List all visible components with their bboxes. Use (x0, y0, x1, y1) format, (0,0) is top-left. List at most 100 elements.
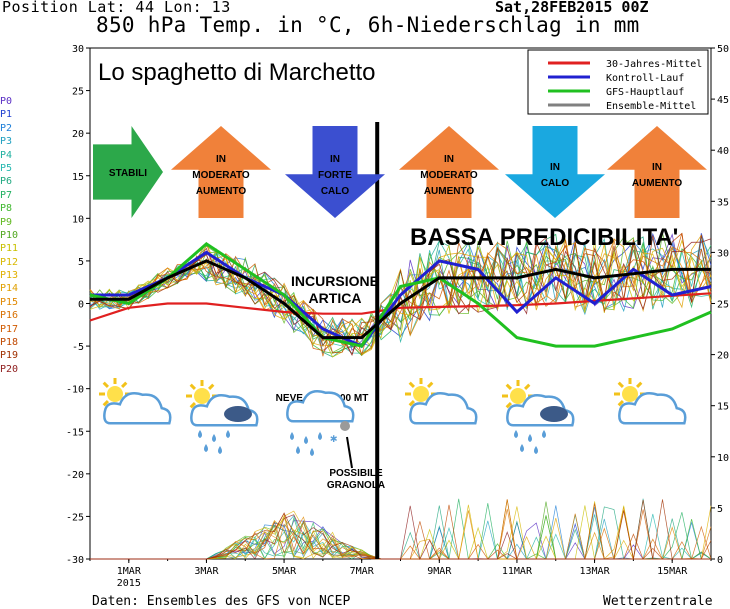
y-left-tick-label: 15 (72, 172, 84, 183)
arrow-label: IN (216, 154, 226, 165)
y-left-tick-label: 30 (72, 44, 84, 55)
trend-arrow-right: STABILI (93, 126, 163, 218)
legend-box (527, 49, 709, 115)
y-left-tick-label: 20 (72, 129, 84, 140)
y-left-tick-label: -30 (66, 555, 84, 566)
arrow-label: FORTE (318, 170, 352, 181)
dark-cloud (224, 406, 252, 422)
x-tick-label: 9MAR (427, 566, 452, 577)
sun-ray (102, 381, 109, 388)
incursione-label: ARTICA (309, 290, 362, 306)
rain-drop (204, 444, 208, 452)
cloud-snow-hail-icon: ✱ (286, 390, 355, 456)
gragnola-label: POSSIBILE (329, 468, 383, 479)
rain-drop (212, 434, 216, 442)
x-tick-label: 5MAR (272, 566, 297, 577)
arrow-label: CALO (541, 178, 570, 189)
sun-cloud-icon (405, 378, 478, 425)
run-date-label: Sat,28FEB2015 00Z (495, 0, 649, 16)
sun-ray (208, 383, 215, 390)
y-left-tick-label: 0 (78, 300, 84, 311)
ensemble-member-line (89, 237, 712, 354)
arrow-shape (285, 126, 385, 218)
sun-ray (617, 381, 624, 388)
ensemble-member-label: P18 (0, 337, 19, 349)
sun-cloud-icon (99, 378, 172, 425)
trend-arrow-up: IN MODERATO AUMENTO (171, 126, 271, 218)
sun-ray (524, 383, 531, 390)
rain-drop (226, 430, 230, 438)
arrow-label: IN (652, 162, 662, 173)
ensemble-member-label: P6 (0, 176, 13, 188)
ensemble-member-label: P4 (0, 149, 13, 161)
y-right-tick-label: 15 (717, 402, 729, 413)
ensemble-member-list: P0 P1 P2 P3 P4 P5 P6 P7 P8 P9 P10 P11 P12 P13 P14 P15 P1… (0, 95, 30, 376)
cloud-shape (409, 392, 478, 425)
x-tick-year-label: 2015 (117, 578, 141, 589)
sun-cloud-icon (614, 378, 687, 425)
dark-cloud (540, 406, 568, 422)
sun-ray (189, 383, 196, 390)
arrow-shape (93, 126, 163, 218)
legend-label: GFS-Hauptlauf (606, 87, 684, 98)
legend-label: 30-Jahres-Mittel (606, 59, 702, 70)
position-label: Position Lat: 44 Lon: 13 (2, 0, 231, 16)
ensemble-member-label: P12 (0, 256, 19, 268)
series-line (90, 259, 711, 340)
ensemble-member-label: P20 (0, 363, 19, 375)
arrow-label: CALO (321, 186, 350, 197)
y-right-tick-label: 5 (717, 504, 723, 515)
sun-ray (505, 402, 512, 409)
y-left-tick-label: 25 (72, 87, 84, 98)
heading-bg (92, 50, 420, 90)
x-tick-label: 7MAR (350, 566, 375, 577)
arrow-label: STABILI (109, 168, 147, 179)
y-left-tick-label: -5 (72, 342, 84, 353)
sun-ray (121, 381, 128, 388)
ensemble-member-label: P8 (0, 203, 13, 215)
rain-drop (318, 432, 322, 440)
y-right-tick-label: 40 (717, 146, 729, 157)
legend-label: Kontroll-Lauf (606, 73, 684, 84)
sun-ray (505, 383, 512, 390)
gragnola-pointer (346, 436, 353, 469)
ensemble-member-label: P9 (0, 216, 13, 228)
sun-disc (510, 388, 526, 404)
arrow-label: MODERATO (420, 170, 478, 181)
x-tick-label: 11MAR (502, 566, 533, 577)
sun-cloud-rain-icon (502, 380, 575, 454)
arrow-label: MODERATO (192, 170, 250, 181)
arrow-label: IN (550, 162, 560, 173)
rain-drop (310, 448, 314, 456)
ensemble-member-label: P11 (0, 243, 19, 255)
y-right-tick-label: 30 (717, 248, 729, 259)
rain-drop (218, 446, 222, 454)
rain-drop (542, 430, 546, 438)
series-line (89, 292, 712, 322)
trend-arrow-up: IN AUMENTO (607, 126, 707, 218)
brand-label: Wetterzentrale (603, 594, 713, 609)
sun-ray (408, 400, 415, 407)
trend-arrow-down: IN CALO (505, 126, 605, 218)
y-left-tick-label: -25 (66, 512, 84, 523)
sun-disc (194, 388, 210, 404)
rain-drop (290, 432, 294, 440)
bassa-predicibilita-label: BASSA PREDICIBILITA' (410, 224, 678, 251)
x-tick-label: 1MAR (117, 566, 142, 577)
sun-disc (413, 386, 429, 402)
arrow-label: AUMENTO (632, 178, 683, 189)
ensemble-member-label: P7 (0, 189, 13, 201)
arrow-label: IN (444, 154, 454, 165)
y-right-tick-label: 35 (717, 197, 729, 208)
legend: 30-Jahres-Mittel Kontroll-Lauf GFS-Hauptla… (527, 49, 709, 115)
data-source-label: Daten: Ensembles des GFS von NCEP (92, 594, 351, 609)
sun-ray (636, 381, 643, 388)
ensemble-member-label: P2 (0, 122, 13, 134)
y-left-tick-label: -15 (66, 427, 84, 438)
y-right-tick-label: 0 (717, 555, 723, 566)
rain-drop (520, 444, 524, 452)
y-right-tick-label: 25 (717, 300, 729, 311)
ensemble-member-label: P16 (0, 310, 19, 322)
rain-drop (198, 430, 202, 438)
legend-label: Ensemble-Mittel (606, 101, 696, 112)
